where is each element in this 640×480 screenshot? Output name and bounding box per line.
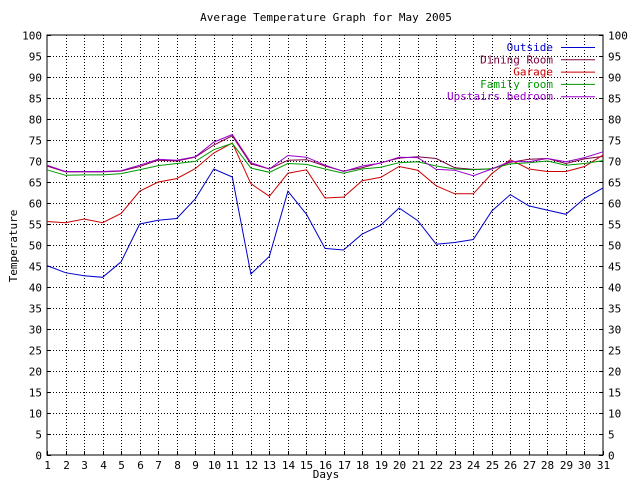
x-tick-label: 14 [282, 459, 296, 472]
x-tick-label: 17 [338, 459, 351, 472]
y-tick-label-right: 70 [608, 156, 621, 169]
x-tick-label: 29 [560, 459, 573, 472]
series-line-outside [46, 168, 604, 278]
y-tick-label: 0 [35, 450, 42, 463]
legend-label-garage: Garage [513, 66, 553, 79]
y-tick-label-right: 80 [608, 114, 621, 127]
y-tick-label-right: 75 [608, 135, 621, 148]
y-tick-label-right: 5 [608, 429, 615, 442]
chart-title: Average Temperature Graph for May 2005 [200, 11, 452, 24]
x-axis-label: Days [313, 468, 340, 480]
y-tick-label-right: 100 [608, 30, 628, 43]
x-tick-label: 24 [467, 459, 481, 472]
series-line-upstairs-bedroom [46, 133, 604, 177]
y-tick-label-right: 45 [608, 261, 621, 274]
x-tick-label: 12 [245, 459, 258, 472]
grid-layer [47, 35, 603, 455]
x-tick-label: 6 [137, 459, 144, 472]
y-tick-label: 20 [29, 366, 42, 379]
series-line-garage [46, 142, 604, 224]
y-tick-label: 50 [29, 240, 42, 253]
x-tick-label: 26 [504, 459, 517, 472]
y-tick-label: 35 [29, 303, 42, 316]
x-tick-label: 23 [449, 459, 462, 472]
y-tick-label: 10 [29, 408, 42, 421]
y-tick-label-right: 85 [608, 93, 621, 106]
x-tick-label: 9 [192, 459, 199, 472]
y-tick-label: 25 [29, 345, 42, 358]
y-tick-label: 75 [29, 135, 42, 148]
series-line-dining-room [46, 135, 604, 173]
y-tick-label: 40 [29, 282, 42, 295]
x-tick-label: 1 [44, 459, 51, 472]
x-tick-label: 4 [100, 459, 107, 472]
y-tick-label: 65 [29, 177, 42, 190]
x-tick-label: 27 [523, 459, 536, 472]
y-tick-label-right: 65 [608, 177, 621, 190]
x-tick-label: 20 [393, 459, 406, 472]
x-tick-label: 21 [412, 459, 425, 472]
y-tick-label: 55 [29, 219, 42, 232]
legend-label-outside: Outside [507, 41, 553, 54]
x-tick-label: 25 [486, 459, 499, 472]
y-tick-label: 95 [29, 51, 42, 64]
y-tick-label: 90 [29, 72, 42, 85]
y-tick-label-right: 0 [608, 450, 615, 463]
y-tick-label-right: 40 [608, 282, 621, 295]
x-tick-label: 19 [375, 459, 388, 472]
x-tick-label: 15 [300, 459, 313, 472]
y-tick-label: 85 [29, 93, 42, 106]
x-tick-label: 18 [356, 459, 369, 472]
x-tick-label: 8 [174, 459, 181, 472]
y-tick-label: 30 [29, 324, 42, 337]
y-tick-label: 70 [29, 156, 42, 169]
y-tick-label: 15 [29, 387, 42, 400]
legend-label-family-room: Family room [480, 78, 553, 91]
y-tick-label-right: 35 [608, 303, 621, 316]
y-tick-label-right: 55 [608, 219, 621, 232]
x-tick-label: 2 [63, 459, 70, 472]
y-tick-label-right: 95 [608, 51, 621, 64]
legend-label-dining-room: Dining Room [480, 53, 553, 66]
x-tick-label: 10 [208, 459, 221, 472]
y-tick-label: 60 [29, 198, 42, 211]
y-tick-label: 45 [29, 261, 42, 274]
y-tick-label-right: 60 [608, 198, 621, 211]
y-tick-label-right: 20 [608, 366, 621, 379]
x-tick-label: 13 [263, 459, 276, 472]
x-tick-label: 16 [319, 459, 332, 472]
legend-label-upstairs-bedroom: Upstairs bedroom [447, 90, 553, 103]
y-tick-label-right: 25 [608, 345, 621, 358]
x-tick-label: 28 [541, 459, 554, 472]
y-tick-label-right: 30 [608, 324, 621, 337]
x-tick-label: 7 [155, 459, 162, 472]
x-tick-label: 11 [226, 459, 239, 472]
series-line-family-room [46, 142, 604, 176]
series-layer [46, 133, 604, 278]
x-tick-label: 3 [81, 459, 88, 472]
y-tick-label-right: 10 [608, 408, 621, 421]
y-tick-label-right: 50 [608, 240, 621, 253]
y-tick-label: 100 [22, 30, 42, 43]
x-tick-label: 30 [578, 459, 591, 472]
y-tick-label: 80 [29, 114, 42, 127]
y-tick-label: 5 [35, 429, 42, 442]
y-axis-label: Temperature [7, 210, 20, 283]
x-tick-label: 22 [430, 459, 443, 472]
y-tick-label-right: 15 [608, 387, 621, 400]
y-tick-label-right: 90 [608, 72, 621, 85]
x-tick-label: 31 [597, 459, 610, 472]
x-tick-label: 5 [118, 459, 125, 472]
